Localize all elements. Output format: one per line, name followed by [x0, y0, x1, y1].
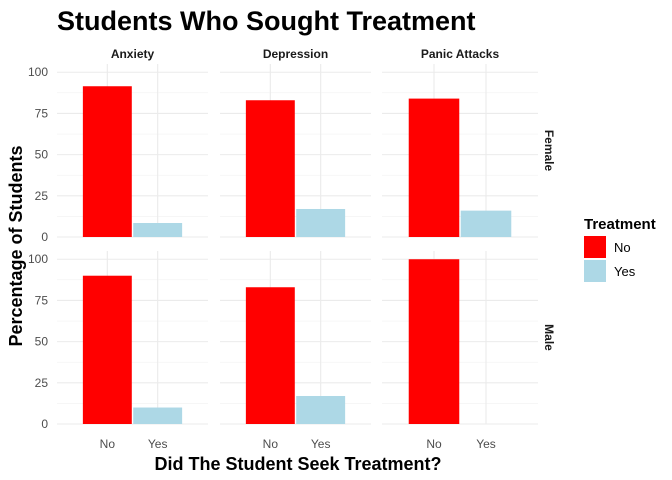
legend-label-no: No — [614, 240, 631, 255]
x-tick-label: No — [263, 437, 279, 451]
bar-female-anxiety-no — [82, 86, 132, 237]
strip-label-female: Female — [542, 130, 556, 172]
strip-label-male: Male — [542, 324, 556, 351]
bar-male-depression-yes — [296, 395, 346, 424]
strip-label-panic-attacks: Panic Attacks — [421, 47, 500, 61]
chart-title: Students Who Sought Treatment — [57, 6, 476, 36]
bar-male-anxiety-no — [82, 275, 132, 424]
bar-female-depression-yes — [296, 208, 346, 237]
panel-female-depression — [220, 64, 371, 238]
legend: Treatment No Yes — [584, 216, 656, 282]
x-tick-label: Yes — [311, 437, 331, 451]
y-tick-label: 100 — [28, 252, 48, 266]
legend-label-yes: Yes — [614, 264, 636, 279]
bar-female-panic-attacks-no — [408, 98, 460, 237]
bar-male-depression-no — [245, 287, 295, 424]
axes-labels: Anxiety Depression Panic Attacks Female Male… — [28, 47, 556, 451]
panel-male-depression — [220, 251, 371, 425]
y-tick-label: 100 — [28, 65, 48, 79]
y-tick-label: 25 — [35, 376, 49, 390]
bar-female-panic-attacks-yes — [460, 210, 512, 237]
y-tick-label: 75 — [35, 293, 49, 307]
y-tick-label: 50 — [35, 335, 49, 349]
y-tick-label: 50 — [35, 148, 49, 162]
legend-key-yes — [584, 260, 606, 282]
bar-female-depression-no — [245, 100, 295, 237]
panel-male-panic-attacks — [382, 251, 538, 425]
strip-label-depression: Depression — [263, 47, 328, 61]
panel-male-anxiety — [57, 251, 208, 425]
bar-female-anxiety-yes — [133, 222, 183, 237]
x-tick-label: No — [426, 437, 442, 451]
x-tick-label: No — [100, 437, 116, 451]
y-tick-label: 25 — [35, 189, 49, 203]
panels-area — [57, 64, 538, 425]
bar-male-anxiety-yes — [133, 407, 183, 424]
y-tick-label: 0 — [41, 417, 48, 431]
legend-title: Treatment — [584, 216, 656, 233]
x-tick-label: Yes — [476, 437, 496, 451]
legend-key-no — [584, 236, 606, 258]
panel-female-panic-attacks — [382, 64, 538, 238]
panel-female-anxiety — [57, 64, 208, 238]
y-axis-title: Percentage of Students — [6, 145, 26, 346]
y-tick-label: 0 — [41, 230, 48, 244]
y-tick-label: 75 — [35, 106, 49, 120]
bar-male-panic-attacks-no — [408, 259, 460, 424]
x-axis-title: Did The Student Seek Treatment? — [154, 454, 441, 474]
strip-label-anxiety: Anxiety — [111, 47, 155, 61]
x-tick-label: Yes — [148, 437, 168, 451]
